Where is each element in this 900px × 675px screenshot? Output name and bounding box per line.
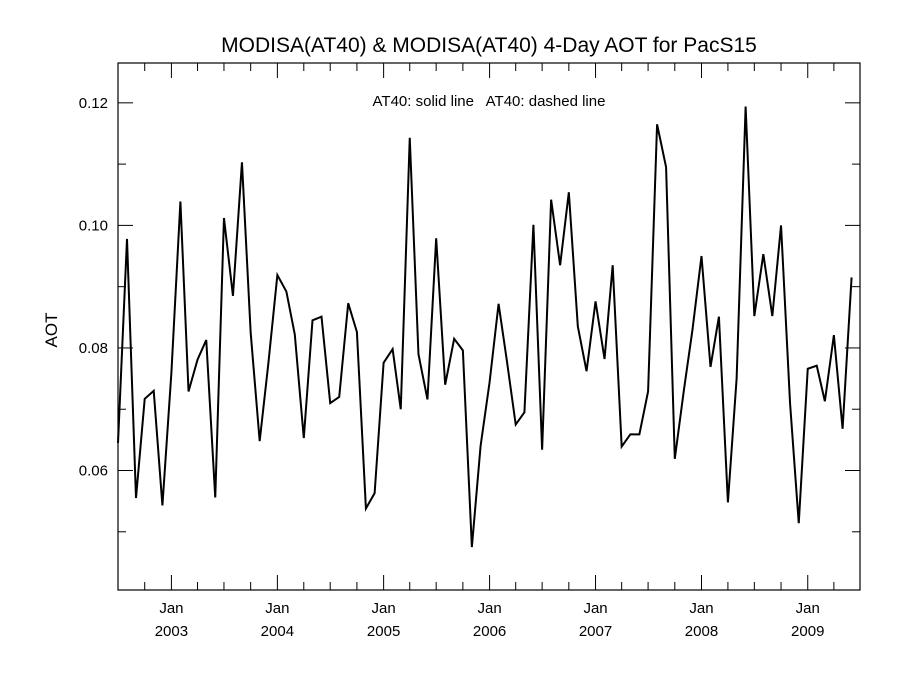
x-tick-month-label: Jan (689, 600, 713, 617)
x-tick-year-label: 2007 (579, 623, 612, 640)
x-tick-month-label: Jan (159, 600, 183, 617)
x-axis-ticks: Jan 2003 Jan 2004 Jan 2005 Jan 2006 Jan 2007 Jan 20… (117, 63, 835, 640)
x-tick-month-label: Jan (583, 600, 607, 617)
x-tick-month-label: Jan (265, 600, 289, 617)
x-tick-month-label: Jan (796, 600, 820, 617)
plot-frame (117, 62, 861, 591)
series-group (117, 106, 853, 548)
y-tick-label: 0.08 (79, 340, 108, 357)
x-tick-year-label: 2004 (261, 623, 294, 640)
series-line-solid (117, 106, 853, 548)
x-tick-year-label: 2005 (367, 623, 400, 640)
chart-title: MODISA(AT40) & MODISA(AT40) 4-Day AOT fo… (221, 34, 757, 57)
x-tick-year-label: 2003 (155, 623, 188, 640)
y-axis-label: AOT (42, 313, 61, 348)
y-tick-label: 0.12 (79, 95, 108, 112)
x-tick-month-label: Jan (372, 600, 396, 617)
x-tick-month-label: Jan (477, 600, 501, 617)
y-tick-label: 0.06 (79, 463, 108, 480)
y-axis-ticks: 0.06 0.08 0.10 0.12 (79, 95, 860, 533)
y-tick-label: 0.10 (79, 217, 108, 234)
x-tick-year-label: 2006 (473, 623, 506, 640)
x-tick-year-label: 2009 (791, 623, 824, 640)
x-tick-year-label: 2008 (685, 623, 718, 640)
line-style-annotation: AT40: solid line AT40: dashed line (373, 93, 606, 110)
